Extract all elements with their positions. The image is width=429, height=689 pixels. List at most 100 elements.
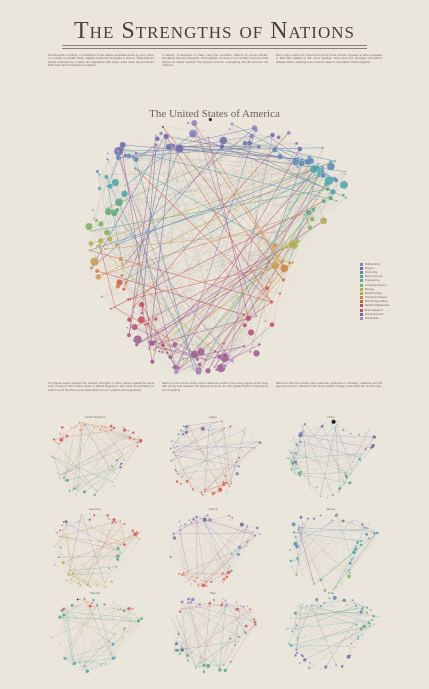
mini-map-node	[110, 428, 113, 431]
mini-map-nodes	[51, 421, 143, 497]
mini-map-link	[320, 579, 344, 585]
main-map-node	[91, 209, 94, 212]
mini-map-node	[342, 598, 347, 603]
mini-map-link	[247, 534, 256, 543]
mini-map-link	[66, 521, 71, 584]
mini-map-node	[295, 473, 297, 475]
mini-map-strong-link	[100, 429, 138, 443]
mini-map-nodes	[169, 514, 262, 588]
mini-map-node	[51, 455, 53, 457]
mini-map-link	[286, 607, 364, 629]
mini-map-nodes	[50, 597, 144, 674]
mini-map-node	[83, 597, 86, 600]
mini-map-link	[176, 471, 205, 492]
main-map-link	[99, 172, 320, 175]
main-map-node	[295, 238, 300, 244]
mini-map-node	[140, 617, 144, 621]
mini-map-link	[76, 424, 83, 495]
mini-map-node	[71, 571, 75, 575]
mini-map-link	[236, 602, 244, 607]
main-map-link	[154, 191, 333, 342]
legend-swatch	[360, 279, 363, 283]
mini-map-node	[365, 432, 367, 434]
main-map-node	[317, 162, 320, 166]
mini-map-node	[83, 581, 86, 583]
mini-map-link	[301, 425, 366, 434]
main-map-link	[96, 270, 194, 370]
mini-map-node	[348, 645, 350, 647]
mini-map-strong-link	[292, 566, 297, 575]
mini-map-link	[295, 655, 300, 664]
mini-map-link	[198, 541, 248, 587]
main-map-node	[97, 237, 104, 245]
mini-map-link	[290, 618, 298, 646]
mini-map-link	[95, 520, 121, 584]
mini-map-node	[297, 525, 300, 527]
mini-map-link	[60, 433, 130, 438]
mini-map-link	[342, 612, 368, 667]
mini-map-node	[360, 453, 362, 455]
mini-map-link	[182, 603, 210, 648]
mini-map-link	[190, 598, 224, 603]
mini-map-link	[219, 605, 222, 670]
main-map-node	[119, 156, 122, 160]
mini-map-link	[60, 554, 107, 580]
mini-map-node	[115, 649, 117, 651]
mini-map-link	[180, 612, 253, 645]
main-map-node	[134, 342, 139, 347]
mini-map-node	[221, 579, 223, 582]
mini-map-node	[182, 571, 185, 574]
mini-map-node	[85, 669, 90, 674]
mini-map-link	[62, 520, 121, 538]
mini-map-link	[351, 433, 362, 454]
mini-map-strong-link	[63, 532, 138, 563]
mini-map-link	[54, 440, 125, 461]
main-map-node	[197, 362, 202, 367]
main-map-link	[271, 244, 294, 325]
intro-paragraph-3: Each node is sized and coloured accordin…	[276, 54, 382, 64]
main-map-node	[102, 273, 105, 276]
main-map-link	[162, 278, 253, 353]
mini-map-node	[61, 561, 65, 565]
mini-map-link	[353, 537, 377, 564]
mini-map-node	[356, 456, 358, 458]
mini-map-link	[295, 543, 345, 585]
mini-map-link	[82, 424, 104, 493]
mini-map-node	[362, 624, 366, 629]
mini-map-strong-link	[59, 442, 138, 476]
main-map-node	[195, 368, 202, 376]
mini-map-strong-link	[171, 430, 243, 461]
mini-map-link	[71, 605, 115, 634]
main-map-link	[108, 163, 302, 212]
mini-map-node	[350, 433, 352, 435]
mini-map-node	[78, 598, 81, 601]
mini-map-link	[63, 515, 108, 522]
mini-map-node	[319, 495, 322, 498]
main-map-node	[228, 128, 231, 131]
mini-map-link	[199, 626, 247, 667]
mini-map-node	[249, 608, 252, 611]
main-map-link	[119, 282, 250, 334]
main-map-node	[321, 146, 324, 149]
mini-map-link	[209, 519, 259, 533]
mini-map-link	[309, 605, 312, 669]
mini-map-link	[226, 532, 254, 573]
mini-map-strong-link	[124, 610, 142, 620]
mini-map-link	[62, 529, 98, 586]
mini-map-link	[354, 623, 375, 648]
main-map-link	[125, 136, 269, 156]
mini-map-node	[177, 573, 180, 575]
mini-map-node	[138, 438, 143, 443]
mini-map-link	[296, 606, 322, 626]
mini-map-link	[64, 528, 118, 567]
mini-map-link	[304, 421, 334, 425]
main-map-link	[214, 325, 245, 368]
mini-map-node	[289, 452, 292, 454]
mini-map-node	[222, 492, 223, 494]
main-map-link	[96, 220, 290, 264]
mini-map-link	[171, 426, 231, 442]
mini-map-strong-link	[112, 601, 125, 611]
mini-map-node	[104, 426, 106, 429]
main-map-node	[109, 307, 112, 311]
mini-map-link	[132, 608, 139, 622]
